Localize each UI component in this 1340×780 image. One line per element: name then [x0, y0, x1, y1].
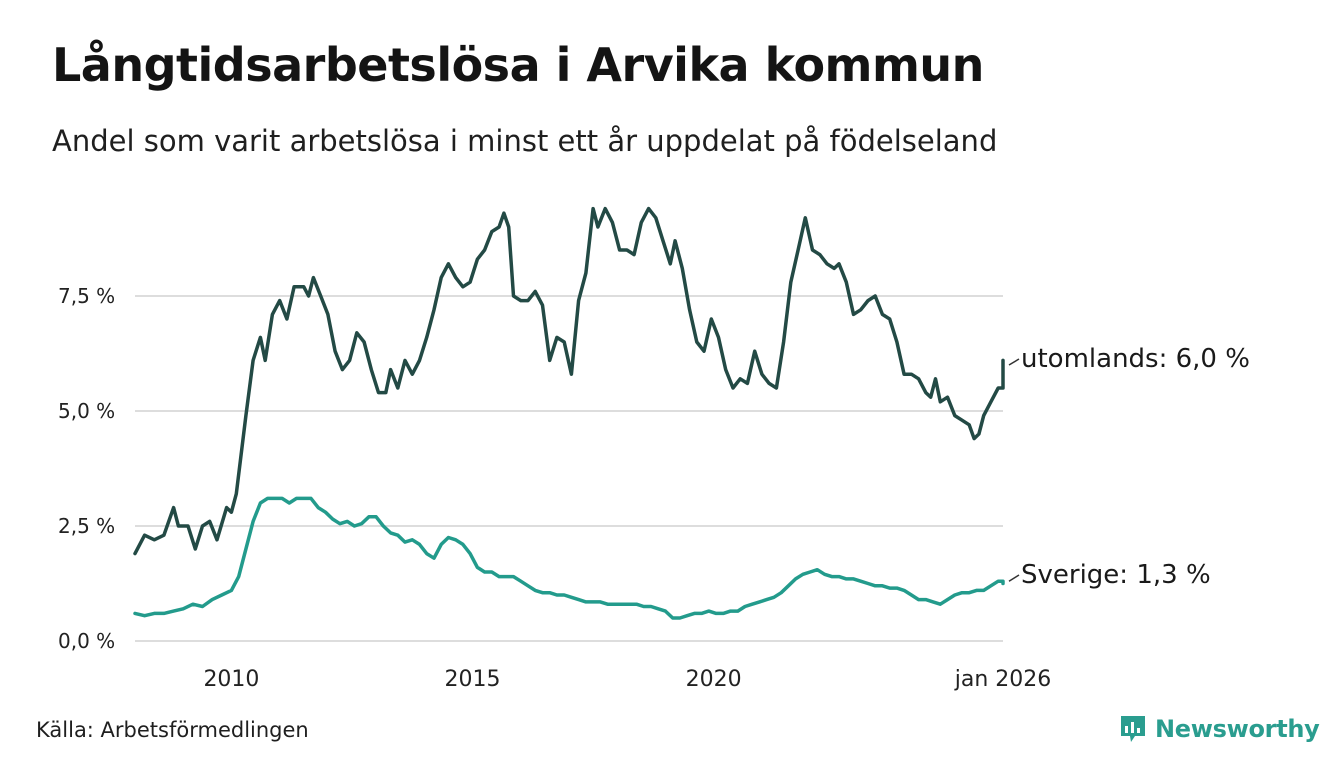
y-tick-label: 0,0 %	[58, 629, 115, 653]
grid-lines	[135, 295, 1003, 642]
series-end-label: Sverige: 1,3 %	[1021, 560, 1211, 590]
series-line-sverige	[133, 496, 1005, 620]
y-tick-label: 7,5 %	[58, 284, 115, 308]
x-tick-label: 2010	[203, 667, 259, 692]
x-tick-label: 2015	[445, 667, 501, 692]
brand-name: Newsworthy	[1155, 715, 1320, 743]
series-lines	[133, 206, 1005, 620]
newsworthy-logo-icon	[1121, 716, 1145, 742]
x-axis: 2010 2015 2020 jan 2026	[203, 667, 1051, 692]
source-note: Källa: Arbetsförmedlingen	[36, 718, 309, 742]
x-tick-label: 2020	[686, 667, 742, 692]
x-tick-label: jan 2026	[954, 667, 1052, 692]
chart-subtitle: Andel som varit arbetslösa i minst ett å…	[52, 124, 998, 158]
series-labels: utomlands: 6,0 % Sverige: 1,3 %	[1008, 344, 1250, 590]
label-connector	[1008, 574, 1020, 582]
brand-logo[interactable]: Newsworthy	[1119, 714, 1320, 744]
series-end-label: utomlands: 6,0 %	[1021, 344, 1250, 374]
y-axis: 0,0 % 2,5 % 5,0 % 7,5 %	[58, 284, 115, 653]
y-tick-label: 5,0 %	[58, 399, 115, 423]
label-connector	[1008, 358, 1020, 366]
series-line-utomlands	[133, 206, 1005, 556]
chart-title: Långtidsarbetslösa i Arvika kommun	[52, 38, 984, 92]
y-tick-label: 2,5 %	[58, 514, 115, 538]
